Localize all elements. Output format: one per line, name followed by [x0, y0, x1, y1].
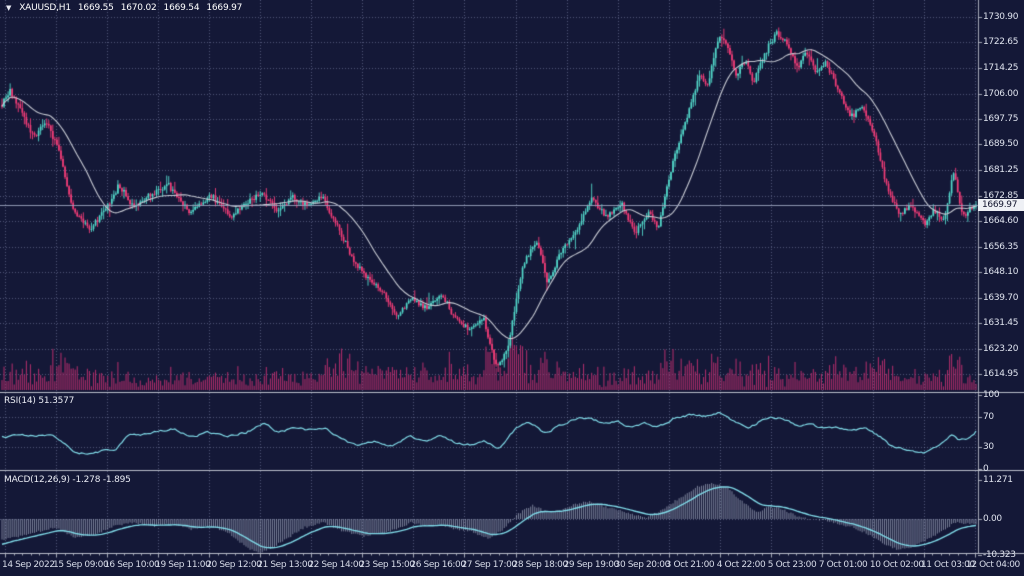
macd-axis-label: 0.00 [983, 514, 1002, 524]
time-axis-label: 16 Sep 10:00 [104, 560, 160, 570]
price-axis-label: 1681.25 [983, 164, 1019, 175]
time-axis-label: 20 Sep 12:00 [206, 560, 262, 570]
macd-axis-label: -10.323 [983, 549, 1016, 560]
current-price-tag: 1669.97 [978, 198, 1024, 211]
ohlc-open: 1669.55 [77, 3, 114, 13]
time-axis-label: 23 Sep 15:00 [359, 560, 415, 570]
time-axis-label: 11 Oct 03:00 [920, 560, 975, 570]
price-axis-label: 1614.95 [983, 368, 1019, 379]
time-axis-label: 27 Sep 17:00 [461, 560, 517, 570]
ohlc-low: 1669.54 [163, 3, 200, 13]
price-axis-label: 1714.25 [983, 63, 1019, 74]
time-axis-label: 14 Sep 2022 [2, 560, 55, 570]
chart-title-bar: ▼ XAUUSD,H1 1669.55 1670.02 1669.54 1669… [6, 3, 242, 13]
price-axis-label: 1631.45 [983, 318, 1019, 329]
macd-axis-label: 11.271 [983, 474, 1013, 485]
rsi-indicator-label: RSI(14) 51.3577 [4, 396, 75, 406]
time-axis-label: 12 Oct 04:00 [966, 560, 1020, 570]
price-axis-label: 1672.85 [983, 190, 1019, 201]
time-axis-label: 3 Oct 21:00 [665, 560, 715, 570]
time-axis-label: 29 Sep 19:00 [563, 560, 620, 570]
rsi-axis-label: 0 [983, 464, 989, 474]
price-axis-label: 1730.90 [983, 12, 1019, 22]
time-axis-label: 10 Oct 02:00 [869, 560, 924, 570]
price-axis-label: 1689.50 [983, 139, 1019, 150]
price-axis-label: 1722.65 [983, 37, 1019, 48]
time-axis-label: 21 Sep 13:00 [257, 560, 313, 570]
time-axis-label: 22 Sep 14:00 [308, 560, 364, 570]
price-axis-label: 1648.10 [983, 266, 1019, 277]
rsi-axis-label: 30 [983, 441, 994, 452]
price-axis-label: 1697.75 [983, 114, 1019, 125]
rsi-axis-label: 100 [983, 390, 1000, 400]
ohlc-high: 1670.02 [120, 3, 157, 13]
price-axis-label: 1656.35 [983, 241, 1019, 252]
time-axis-label: 30 Sep 20:00 [614, 560, 671, 570]
price-axis-label: 1639.70 [983, 292, 1019, 303]
time-axis-label: 4 Oct 22:00 [716, 560, 766, 570]
time-axis-label: 15 Sep 09:00 [53, 560, 109, 570]
price-axis-label: 1664.60 [983, 216, 1019, 227]
ohlc-close: 1669.97 [206, 3, 243, 13]
time-axis-label: 28 Sep 18:00 [512, 560, 569, 570]
macd-indicator-label: MACD(12,26,9) -1.278 -1.895 [4, 475, 131, 485]
time-axis-label: 26 Sep 16:00 [410, 560, 466, 570]
time-axis-label: 19 Sep 11:00 [155, 560, 211, 570]
symbol-name: XAUUSD,H1 [19, 3, 71, 13]
time-axis-label: 7 Oct 01:00 [818, 560, 868, 570]
time-axis-label: 5 Oct 23:00 [767, 560, 817, 570]
price-axis-label: 1706.00 [983, 88, 1019, 99]
rsi-axis-label: 70 [983, 412, 994, 423]
symbol-dropdown-icon[interactable]: ▼ [6, 4, 12, 12]
price-axis-label: 1623.20 [983, 343, 1019, 354]
